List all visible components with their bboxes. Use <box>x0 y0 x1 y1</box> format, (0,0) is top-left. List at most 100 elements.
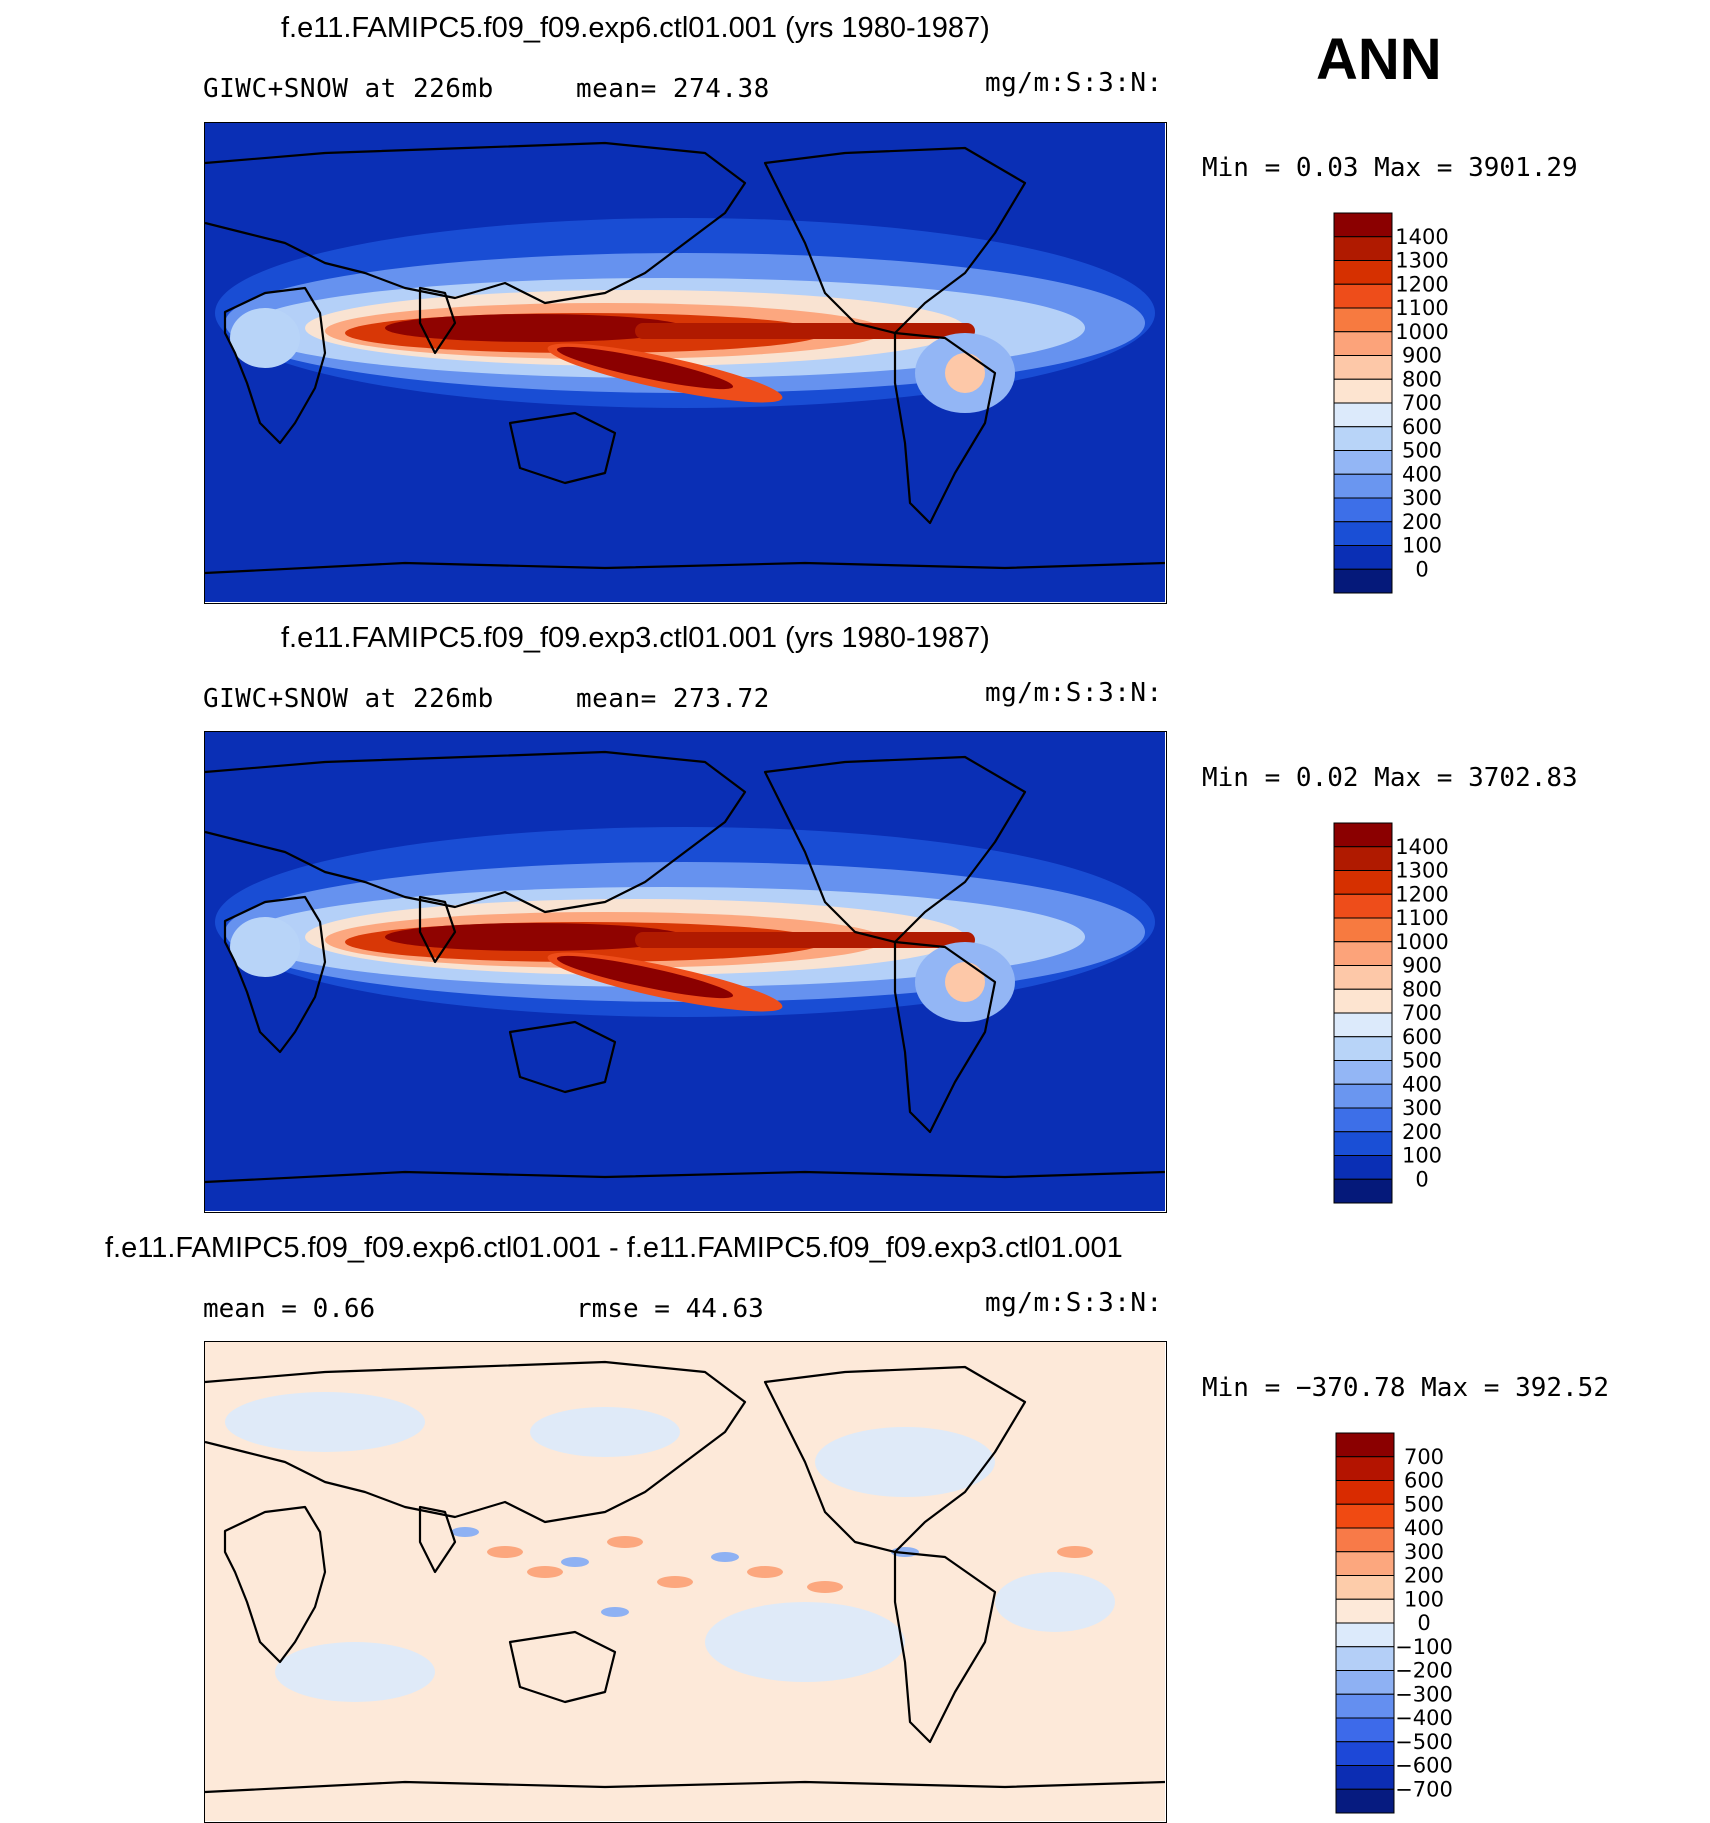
panel-3-title: f.e11.FAMIPC5.f09_f09.exp6.ctl01.001 - f… <box>105 1232 1123 1264</box>
coastline <box>893 940 997 1134</box>
colorbar-swatch <box>1333 1178 1393 1204</box>
colorbar-swatch <box>1333 212 1393 238</box>
coastline <box>763 146 1027 335</box>
colorbar-swatch <box>1333 822 1393 848</box>
colorbar-tick-label: 500 <box>1402 1049 1442 1073</box>
panel-3-mean: mean = 0.66 <box>203 1294 376 1324</box>
panel-3-rmse: rmse = 44.63 <box>576 1294 764 1324</box>
coastline <box>223 286 327 445</box>
colorbar-tick-label: 200 <box>1402 1120 1442 1144</box>
coastline <box>893 1550 997 1744</box>
colorbar-tick-label: 1100 <box>1395 296 1448 320</box>
panel-3-minmax: Min = −370.78 Max = 392.52 <box>1202 1373 1609 1403</box>
panel-1-map-field <box>205 123 1165 602</box>
colorbar-swatch <box>1333 568 1393 594</box>
colorbar-swatch <box>1333 497 1393 523</box>
colorbar-swatch <box>1333 1012 1393 1038</box>
colorbar-tick-label: −700 <box>1395 1777 1453 1801</box>
panel-2-units: mg/m:S:3:N: <box>985 678 1163 708</box>
colorbar-swatch <box>1335 1598 1395 1624</box>
colorbar-tick-label: −500 <box>1395 1730 1453 1754</box>
colorbar-swatch <box>1333 893 1393 919</box>
colorbar-swatch <box>1333 450 1393 475</box>
colorbar-tick-label: 600 <box>1402 1025 1442 1049</box>
colorbar-tick-label: 200 <box>1404 1564 1444 1588</box>
colorbar-tick-label: 800 <box>1402 977 1442 1001</box>
coastline <box>893 331 997 525</box>
coastline <box>205 141 747 305</box>
panel-3-map-field <box>205 1342 1165 1821</box>
coastline <box>223 895 327 1054</box>
coastline <box>763 1365 1027 1554</box>
colorbar-swatch <box>1333 236 1393 261</box>
colorbar-swatch <box>1335 1480 1395 1505</box>
panel-2-map-field <box>205 732 1165 1211</box>
colorbar-swatch <box>1333 1083 1393 1109</box>
colorbar-swatch <box>1333 545 1393 570</box>
colorbar-swatch <box>1333 260 1393 285</box>
colorbar-swatch <box>1335 1693 1395 1719</box>
colorbar-tick-label: 500 <box>1404 1492 1444 1516</box>
panel-2-colorbar: 1400 1300 1200 1100 1000 900 800 700 600 500 400 30… <box>1333 822 1504 1205</box>
colorbar-swatch <box>1335 1646 1395 1671</box>
colorbar-tick-label: 900 <box>1402 954 1442 978</box>
colorbar-tick-label: −300 <box>1395 1682 1453 1706</box>
colorbar-swatch <box>1333 331 1393 356</box>
coastline <box>205 750 747 914</box>
panel-1-units: mg/m:S:3:N: <box>985 68 1163 98</box>
colorbar-swatch <box>1333 1107 1393 1133</box>
panel-2-mean: mean= 273.72 <box>576 684 770 714</box>
coastline <box>205 1360 747 1524</box>
colorbar-tick-label: 1000 <box>1395 930 1448 954</box>
colorbar-swatch <box>1333 1131 1393 1156</box>
panel-1-title: f.e11.FAMIPC5.f09_f09.exp6.ctl01.001 (yr… <box>281 12 990 44</box>
colorbar-swatch <box>1333 846 1393 871</box>
colorbar-tick-label: 1400 <box>1395 225 1448 249</box>
coastline <box>508 1020 617 1094</box>
colorbar-swatch <box>1335 1622 1395 1648</box>
colorbar-tick-label: 500 <box>1402 439 1442 463</box>
colorbar-tick-label: −600 <box>1395 1754 1453 1778</box>
colorbar-tick-label: 700 <box>1402 391 1442 415</box>
colorbar-swatch <box>1333 402 1393 428</box>
colorbar-tick-label: 300 <box>1402 1096 1442 1120</box>
coastline <box>508 1630 617 1704</box>
colorbar-tick-label: 700 <box>1402 1001 1442 1025</box>
colorbar-swatch <box>1333 426 1393 451</box>
coastline <box>418 286 457 355</box>
colorbar-swatch <box>1335 1432 1395 1458</box>
colorbar-tick-label: 300 <box>1404 1540 1444 1564</box>
colorbar-swatch <box>1333 378 1393 404</box>
panel-2-title: f.e11.FAMIPC5.f09_f09.exp3.ctl01.001 (yr… <box>281 622 990 654</box>
colorbar-tick-label: −400 <box>1395 1706 1453 1730</box>
colorbar-swatch <box>1333 1155 1393 1180</box>
colorbar-tick-label: 300 <box>1402 486 1442 510</box>
panel-1-minmax: Min = 0.03 Max = 3901.29 <box>1202 153 1578 183</box>
colorbar-swatch <box>1335 1788 1395 1814</box>
panel-3-colorbar: 700 600 500 400 300 200 100 0 −100 −200 −300 −400 −5… <box>1335 1432 1506 1815</box>
colorbar-swatch <box>1333 870 1393 895</box>
colorbar-tick-label: 100 <box>1402 1144 1442 1168</box>
colorbar-swatch <box>1333 988 1393 1014</box>
colorbar-swatch <box>1333 283 1393 309</box>
colorbar-tick-label: 100 <box>1402 534 1442 558</box>
colorbar-swatch <box>1333 521 1393 546</box>
colorbar-swatch <box>1335 1765 1395 1790</box>
colorbar-tick-label: 0 <box>1415 1167 1428 1191</box>
panel-1-variable: GIWC+SNOW at 226mb <box>203 74 494 104</box>
colorbar-tick-label: 1300 <box>1395 249 1448 273</box>
panel-2-map <box>204 731 1167 1213</box>
colorbar-swatch <box>1333 1060 1393 1085</box>
colorbar-tick-label: 200 <box>1402 510 1442 534</box>
colorbar-tick-label: 600 <box>1404 1469 1444 1493</box>
colorbar-tick-label: 1200 <box>1395 882 1448 906</box>
coastline <box>763 755 1027 944</box>
colorbar-swatch <box>1333 307 1393 333</box>
colorbar-tick-label: 900 <box>1402 344 1442 368</box>
colorbar-swatch <box>1335 1717 1395 1743</box>
colorbar-tick-label: −200 <box>1395 1659 1453 1683</box>
coastline <box>205 1170 1165 1184</box>
coastline <box>205 561 1165 575</box>
colorbar-tick-label: 1000 <box>1395 320 1448 344</box>
panel-1-colorbar: 1400 1300 1200 1100 1000 900 800 700 600 500 400 30… <box>1333 212 1504 595</box>
